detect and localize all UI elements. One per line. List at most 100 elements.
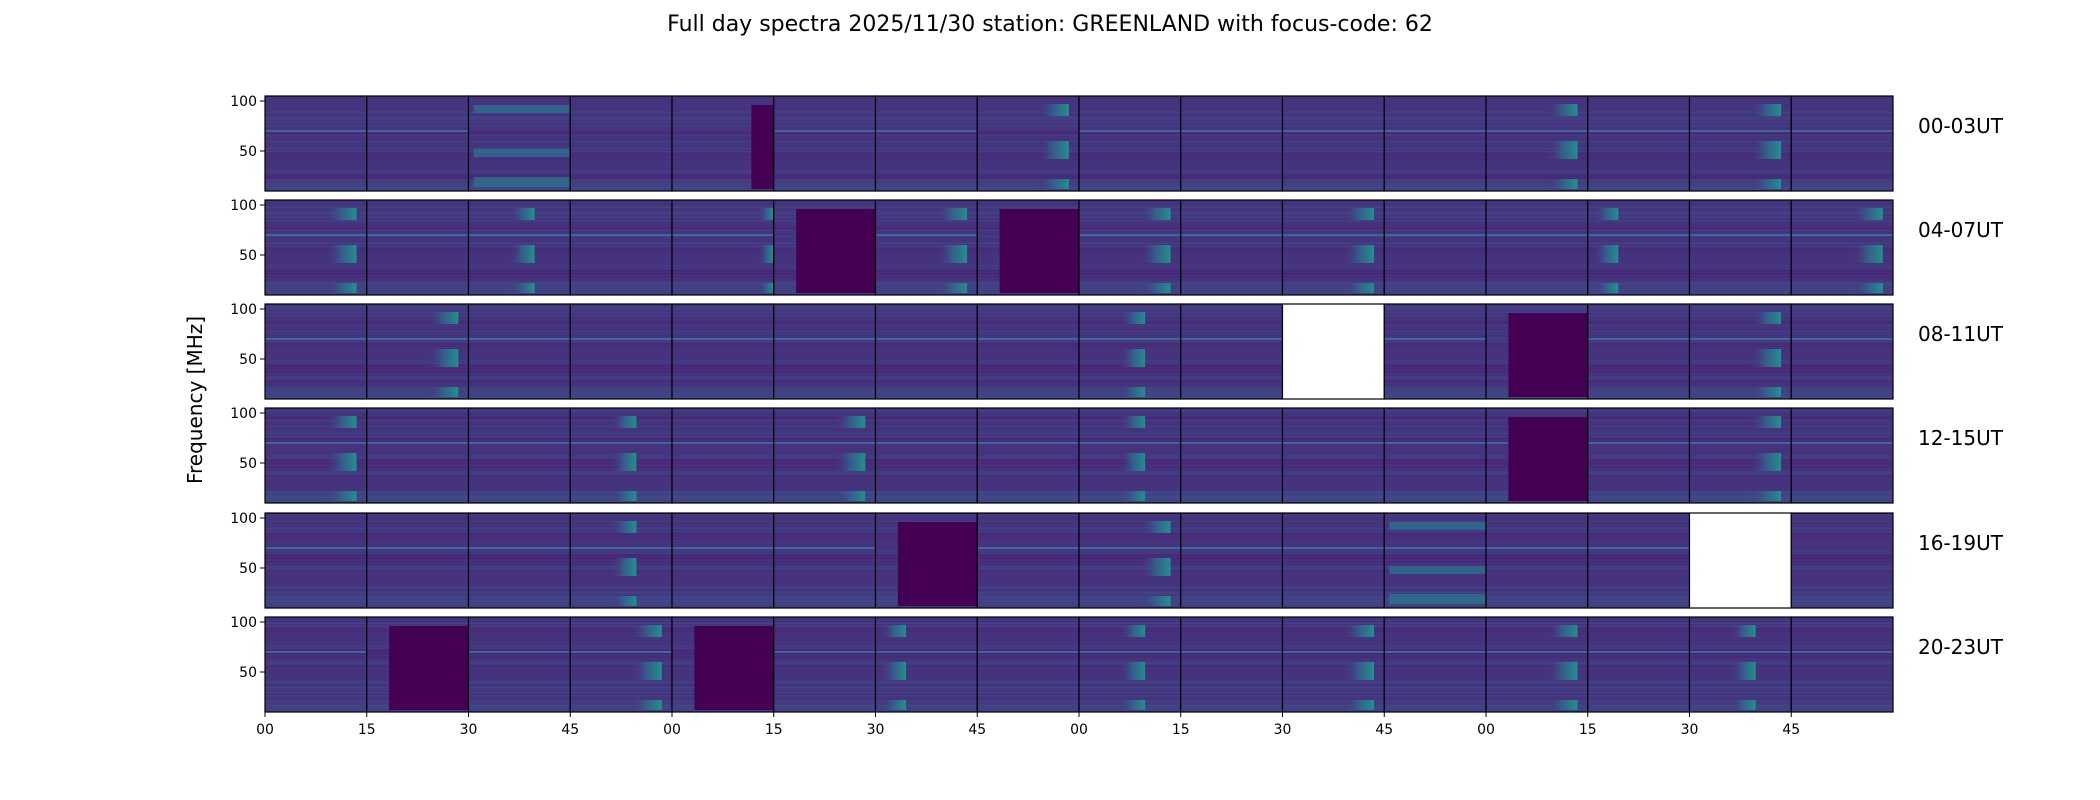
burst-band	[1343, 283, 1375, 293]
panel-background	[468, 408, 571, 503]
line-70mhz	[1587, 130, 1690, 132]
low-band	[977, 596, 1079, 608]
low-band	[366, 283, 469, 295]
spectrum-panel	[1485, 616, 1589, 713]
spectrum-panel	[1180, 616, 1284, 713]
panel-background	[977, 513, 1079, 608]
spectrum-panel	[1587, 303, 1691, 400]
low-band	[1587, 491, 1690, 503]
low-band	[1384, 700, 1486, 712]
low-band	[1791, 596, 1893, 608]
burst-band	[1119, 700, 1146, 710]
line-70mhz	[773, 130, 876, 132]
burst-band	[758, 245, 774, 263]
line-70mhz	[1079, 130, 1181, 132]
panel-background	[1486, 200, 1588, 295]
line-70mhz	[1180, 130, 1283, 132]
low-band	[1791, 387, 1893, 399]
spectrum-panel	[1078, 95, 1182, 192]
line-70mhz	[265, 651, 367, 653]
y-tick-label: 50	[239, 144, 257, 160]
line-70mhz	[366, 442, 469, 444]
low-band	[1689, 283, 1792, 295]
low-band	[672, 283, 774, 295]
burst-band	[1852, 245, 1883, 263]
line-70mhz	[1587, 338, 1690, 340]
burst-band	[1547, 625, 1578, 637]
panel-background	[1587, 513, 1690, 608]
low-band	[1180, 700, 1283, 712]
panel-background	[1689, 200, 1792, 295]
line-70mhz	[468, 651, 571, 653]
low-band	[570, 283, 672, 295]
spectrum-panel	[773, 616, 877, 713]
low-band	[1587, 387, 1690, 399]
line-70mhz	[468, 442, 571, 444]
panel-background	[1384, 96, 1486, 191]
burst-band	[1547, 662, 1578, 680]
x-tick-label: 00	[663, 722, 681, 738]
burst-band	[1140, 245, 1171, 263]
burst-band	[1343, 208, 1375, 220]
burst-band	[631, 625, 662, 637]
panel-background	[773, 513, 876, 608]
spectrum-panel	[1078, 512, 1182, 609]
burst-band	[936, 283, 968, 293]
dark-block	[999, 209, 1079, 293]
spectrum-panel	[671, 407, 775, 504]
dark-block	[751, 105, 774, 189]
line-70mhz	[1791, 130, 1893, 132]
panel-frame	[1790, 512, 1894, 609]
low-band	[1079, 179, 1181, 191]
spectrum-panel	[1790, 616, 1894, 713]
burst-band	[326, 453, 357, 471]
spectrum-panel	[1383, 95, 1487, 192]
spectrum-panel	[1383, 616, 1487, 713]
line-70mhz	[1079, 442, 1181, 444]
low-band	[773, 596, 876, 608]
spectrum-panel	[1688, 512, 1792, 609]
spectrum-panel	[1688, 407, 1792, 504]
low-band	[366, 491, 469, 503]
x-tick-label: 15	[358, 722, 376, 738]
low-band	[1282, 596, 1385, 608]
spectrum-panel	[976, 303, 1080, 400]
burst-band	[1592, 245, 1619, 263]
line-70mhz	[1282, 234, 1385, 236]
low-band	[1180, 387, 1283, 399]
spectrum-panel	[976, 616, 1080, 713]
panel-background	[672, 408, 774, 503]
panel-background	[1587, 408, 1690, 503]
line-70mhz	[265, 130, 367, 132]
spectrum-panel	[1180, 303, 1284, 400]
panel-background	[773, 617, 876, 712]
burst-band	[1119, 453, 1146, 471]
burst-band	[880, 700, 907, 710]
panel-frame	[1790, 407, 1894, 504]
burst-band	[1119, 662, 1146, 680]
panel-frame	[1790, 199, 1894, 296]
panel-background	[570, 200, 672, 295]
panel-background	[468, 513, 571, 608]
burst-band	[1389, 594, 1486, 604]
spectrum-panel	[366, 95, 470, 192]
line-70mhz	[570, 442, 672, 444]
panel-background	[1587, 96, 1690, 191]
panel-background	[468, 304, 571, 399]
burst-band	[610, 491, 637, 501]
low-band	[875, 491, 978, 503]
spectrum-panel	[569, 199, 673, 296]
spectrum-panel	[1485, 512, 1589, 609]
line-70mhz	[875, 130, 978, 132]
line-70mhz	[773, 338, 876, 340]
spectrum-panel	[264, 616, 368, 713]
line-70mhz	[1791, 651, 1893, 653]
burst-band	[326, 245, 357, 263]
panel-background	[1180, 617, 1283, 712]
dark-block	[694, 626, 774, 710]
low-band	[977, 491, 1079, 503]
line-70mhz	[875, 234, 978, 236]
panel-background	[672, 304, 774, 399]
y-tick-label: 100	[230, 615, 257, 631]
